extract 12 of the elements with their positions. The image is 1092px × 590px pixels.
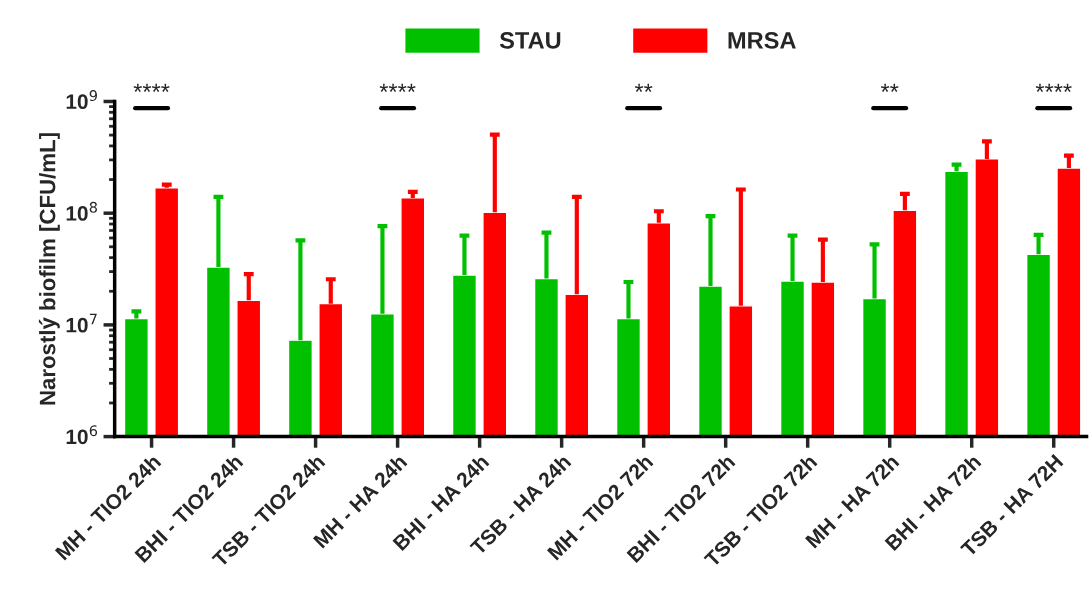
y-tick-label: 10$^{7}$ (66, 313, 97, 333)
legend-label: STAU (499, 31, 561, 49)
y-axis-title: Narostlý biofilm [CFU/mL] (38, 133, 60, 405)
y-tick-label: 10$^{6}$ (66, 425, 98, 445)
text: **** (379, 83, 416, 92)
text: ** (634, 83, 653, 92)
text: **** (133, 83, 170, 92)
y-tick-label: 10$^{9}$ (66, 90, 97, 110)
legend-label: MRSA (728, 31, 796, 49)
text: ** (880, 83, 899, 92)
text: **** (1035, 83, 1072, 92)
y-tick-label: 10$^{8}$ (66, 201, 98, 221)
